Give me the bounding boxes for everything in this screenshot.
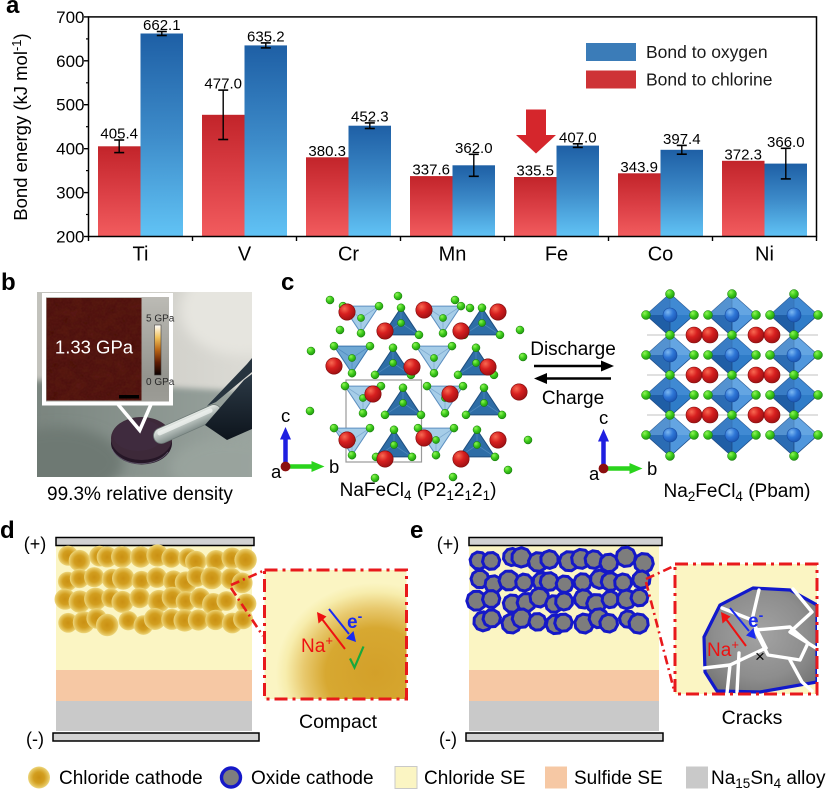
svg-text:b: b [647, 458, 657, 479]
svg-text:500: 500 [56, 96, 84, 115]
svg-text:b: b [1, 269, 16, 296]
svg-text:(-): (-) [439, 729, 457, 749]
svg-text:99.3% relative density: 99.3% relative density [47, 484, 233, 505]
svg-text:372.3: 372.3 [724, 146, 762, 163]
svg-text:Fe: Fe [545, 244, 568, 266]
svg-text:e: e [410, 517, 423, 544]
svg-text:Sulfide SE: Sulfide SE [574, 768, 663, 789]
svg-text:c: c [599, 407, 608, 428]
svg-text:Chloride SE: Chloride SE [424, 768, 525, 789]
svg-text:Bond to oxygen: Bond to oxygen [646, 42, 768, 62]
svg-text:Discharge: Discharge [530, 339, 616, 360]
svg-text:366.0: 366.0 [767, 134, 805, 151]
svg-text:662.1: 662.1 [143, 17, 181, 34]
svg-text:b: b [329, 456, 339, 477]
svg-text:335.5: 335.5 [516, 163, 554, 180]
svg-text:Co: Co [648, 244, 674, 266]
svg-text:NaFeCl4 (P212121): NaFeCl4 (P212121) [340, 480, 497, 503]
svg-text:635.2: 635.2 [247, 28, 285, 45]
svg-text:1.33 GPa: 1.33 GPa [55, 337, 134, 358]
svg-text:Bond to chlorine: Bond to chlorine [646, 70, 772, 90]
svg-text:405.4: 405.4 [100, 126, 138, 143]
svg-text:Cr: Cr [338, 244, 359, 266]
svg-text:c: c [281, 269, 294, 296]
svg-text:Oxide cathode: Oxide cathode [251, 768, 374, 789]
svg-text:0 GPa: 0 GPa [146, 377, 175, 388]
svg-text:(-): (-) [26, 729, 44, 749]
svg-text:a: a [6, 0, 20, 19]
svg-text:Bond energy (kJ mol-1): Bond energy (kJ mol-1) [9, 33, 31, 220]
svg-text:(+): (+) [24, 534, 47, 554]
svg-text:Ni: Ni [755, 244, 774, 266]
svg-text:a: a [271, 461, 282, 482]
svg-text:(+): (+) [437, 534, 460, 554]
svg-text:337.6: 337.6 [412, 162, 450, 179]
svg-text:Charge: Charge [542, 388, 604, 409]
svg-text:Cracks: Cracks [722, 707, 783, 729]
svg-text:452.3: 452.3 [351, 108, 389, 125]
svg-text:343.9: 343.9 [620, 159, 658, 176]
svg-text:Na15Sn4 alloy: Na15Sn4 alloy [711, 768, 826, 791]
svg-text:407.0: 407.0 [559, 129, 597, 146]
svg-text:5 GPa: 5 GPa [146, 314, 175, 325]
svg-text:Mn: Mn [439, 244, 467, 266]
svg-text:380.3: 380.3 [308, 143, 346, 160]
svg-text:a: a [589, 463, 600, 484]
svg-text:477.0: 477.0 [204, 76, 242, 93]
svg-text:Compact: Compact [299, 711, 378, 733]
svg-text:Ti: Ti [133, 244, 149, 266]
svg-text:c: c [281, 405, 290, 426]
svg-text:Na2FeCl4 (Pbam): Na2FeCl4 (Pbam) [663, 481, 810, 504]
svg-text:×: × [755, 647, 765, 666]
svg-text:600: 600 [56, 52, 84, 71]
svg-text:397.4: 397.4 [663, 131, 701, 148]
svg-text:362.0: 362.0 [455, 140, 493, 157]
svg-text:V: V [238, 244, 252, 266]
svg-text:300: 300 [56, 184, 84, 203]
svg-text:400: 400 [56, 140, 84, 159]
svg-text:200: 200 [56, 228, 84, 247]
svg-text:d: d [0, 517, 15, 544]
svg-text:Chloride cathode: Chloride cathode [59, 768, 203, 789]
svg-text:700: 700 [56, 8, 84, 27]
